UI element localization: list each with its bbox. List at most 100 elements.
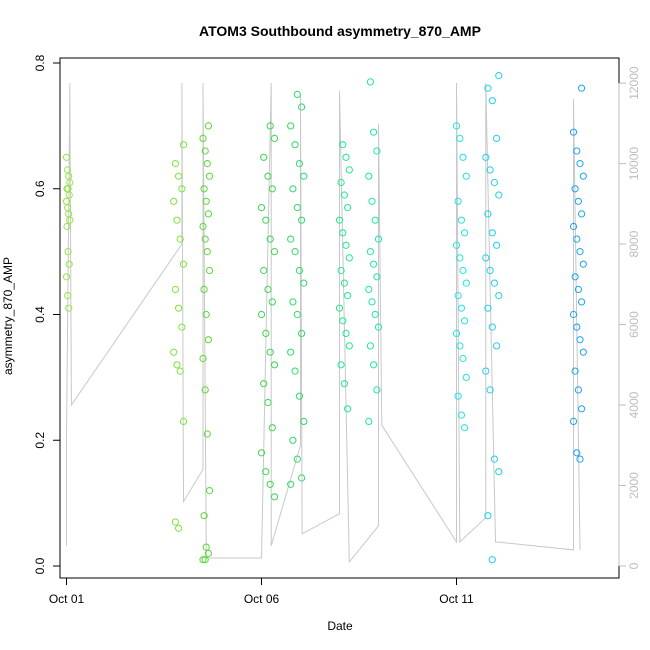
data-point xyxy=(260,380,268,388)
data-point xyxy=(65,260,73,268)
data-point xyxy=(293,90,301,99)
data-point xyxy=(295,160,303,168)
data-point xyxy=(178,185,186,193)
data-point xyxy=(204,336,212,344)
data-point xyxy=(456,342,464,350)
data-point xyxy=(201,556,209,564)
data-point xyxy=(171,285,179,293)
data-point xyxy=(270,493,279,501)
data-point xyxy=(578,405,586,413)
scatter-points-layer xyxy=(62,72,587,564)
y2-tick-label: 10000 xyxy=(627,147,641,181)
data-point xyxy=(495,72,503,80)
data-point xyxy=(574,285,583,293)
data-point xyxy=(268,298,276,306)
data-point xyxy=(270,361,279,369)
x-tick-label: Oct 01 xyxy=(49,592,85,606)
data-point xyxy=(493,241,501,249)
data-point xyxy=(576,160,584,168)
data-point xyxy=(457,304,465,312)
data-point xyxy=(200,185,208,193)
data-point xyxy=(204,122,212,130)
data-point xyxy=(289,185,297,193)
data-point xyxy=(490,178,498,187)
data-point xyxy=(488,556,496,564)
data-point xyxy=(291,248,299,256)
data-point xyxy=(339,317,347,325)
data-point xyxy=(573,323,581,331)
data-point xyxy=(461,229,469,237)
data-point xyxy=(488,97,496,105)
scatter-cluster-9 xyxy=(482,72,503,564)
data-point xyxy=(574,197,583,205)
y-tick-label: 0.0 xyxy=(33,557,47,574)
data-point xyxy=(482,153,490,161)
data-point xyxy=(170,348,178,356)
data-point xyxy=(342,153,350,161)
y2-tick-label: 12000 xyxy=(627,66,641,100)
data-point xyxy=(452,241,461,249)
data-point xyxy=(486,166,494,174)
data-point xyxy=(337,266,345,275)
data-point xyxy=(179,260,188,268)
data-point xyxy=(264,398,272,407)
y-tick-label: 0.6 xyxy=(33,180,47,197)
data-point xyxy=(340,191,348,199)
data-point xyxy=(456,134,464,142)
data-point xyxy=(366,248,374,256)
data-point xyxy=(291,367,299,375)
data-point xyxy=(488,229,496,237)
data-point xyxy=(578,210,586,218)
y2-tick-label: 0 xyxy=(627,562,641,569)
data-point xyxy=(484,512,492,520)
data-point xyxy=(295,392,303,400)
data-point xyxy=(368,298,376,306)
data-point xyxy=(370,128,378,136)
data-point xyxy=(571,367,579,375)
data-point xyxy=(200,512,208,520)
data-point xyxy=(287,235,295,243)
data-point xyxy=(66,178,74,187)
data-point xyxy=(203,430,211,438)
data-point xyxy=(579,348,587,356)
data-point xyxy=(339,229,347,237)
data-point xyxy=(289,298,297,306)
y2-tick-label: 4000 xyxy=(627,391,641,418)
data-point xyxy=(175,524,183,532)
data-point xyxy=(461,424,469,432)
data-point xyxy=(454,292,462,300)
data-point xyxy=(452,329,461,337)
data-point xyxy=(203,248,211,256)
data-point xyxy=(484,304,492,312)
data-point xyxy=(300,279,308,287)
data-point xyxy=(344,292,352,300)
scatter-cluster-3 xyxy=(199,122,214,564)
data-point xyxy=(365,172,373,180)
y-axis-left: 0.0 0.2 0.4 0.6 0.8 xyxy=(33,54,61,574)
data-point xyxy=(495,292,503,300)
data-point xyxy=(268,424,276,432)
data-point xyxy=(65,304,73,312)
data-point xyxy=(576,248,584,256)
data-point xyxy=(257,310,266,319)
data-point xyxy=(579,260,587,268)
data-point xyxy=(199,556,207,564)
data-point xyxy=(337,178,345,187)
scatter-cluster-1 xyxy=(62,153,74,312)
data-point xyxy=(287,348,295,356)
scatter-cluster-4 xyxy=(257,122,279,501)
y2-tick-label: 2000 xyxy=(627,472,641,499)
data-point xyxy=(569,417,578,425)
scatter-cluster-2 xyxy=(170,141,188,532)
data-point xyxy=(257,204,266,212)
data-point xyxy=(373,147,381,155)
data-point xyxy=(298,474,306,482)
data-point xyxy=(199,222,207,231)
data-point xyxy=(486,386,494,394)
data-point xyxy=(201,235,209,243)
data-point xyxy=(365,285,373,293)
data-point xyxy=(495,191,503,199)
data-point xyxy=(199,134,207,142)
